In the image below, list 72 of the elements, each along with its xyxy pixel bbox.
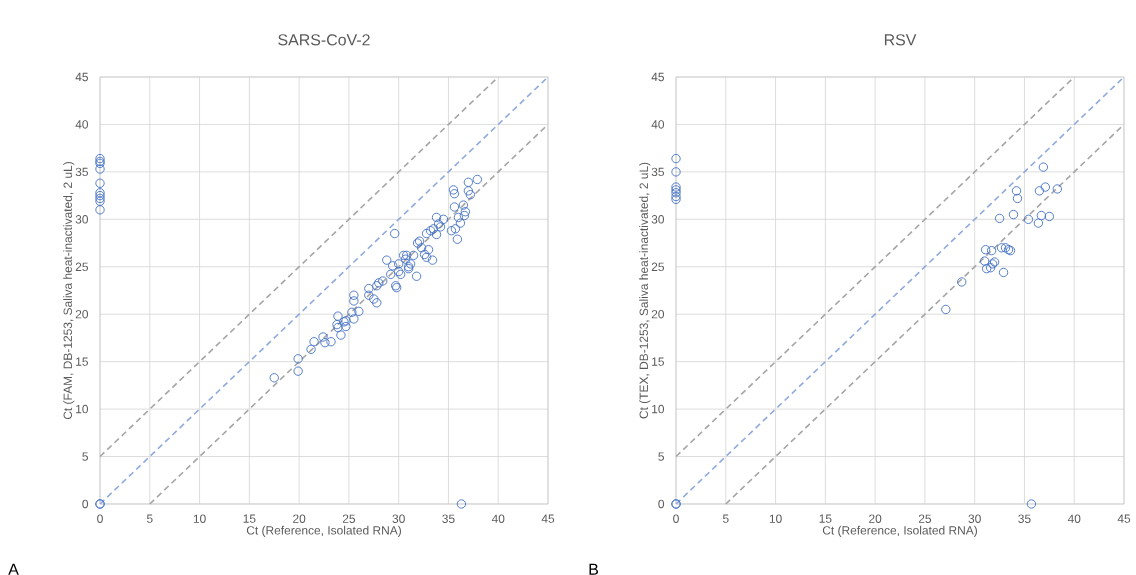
- y-tick-label: 10: [76, 404, 89, 414]
- point: [1023, 214, 1034, 224]
- y-tick-label: 35: [651, 167, 664, 177]
- x-axis-title: Ct (Reference, Isolated RNA): [822, 525, 977, 537]
- point: [996, 243, 1007, 253]
- point: [941, 304, 951, 315]
- y-tick-label: 20: [75, 309, 89, 319]
- y-tick-label: 40: [75, 120, 89, 129]
- x-tick-label: 5: [722, 514, 729, 523]
- point: [1038, 162, 1049, 172]
- y-tick-label: 45: [75, 72, 88, 82]
- x-tick-label: 30: [968, 514, 981, 523]
- y-tick-label: 30: [651, 215, 665, 224]
- point: [980, 245, 991, 255]
- point: [1040, 182, 1051, 192]
- point: [671, 153, 681, 164]
- point: [1034, 186, 1045, 196]
- x-tick-label: 5: [146, 514, 153, 523]
- point: [1026, 499, 1037, 509]
- x-tick-label: 0: [673, 514, 679, 523]
- chart-title: SARS-CoV-2: [278, 34, 370, 46]
- x-tick-label: 15: [243, 514, 256, 523]
- y-tick-label: 0: [82, 499, 89, 509]
- point: [979, 256, 990, 266]
- chart-title: RSV: [884, 34, 917, 46]
- x-tick-label: 25: [918, 514, 932, 523]
- point: [994, 213, 1005, 224]
- point: [1012, 193, 1023, 204]
- x-tick-label: 45: [541, 514, 555, 523]
- y-tick-label: 40: [651, 120, 665, 129]
- point: [1036, 210, 1047, 221]
- point: [1011, 186, 1022, 196]
- y-tick-label: 45: [651, 72, 664, 82]
- x-tick-label: 35: [442, 514, 455, 523]
- point: [1044, 211, 1054, 222]
- x-tick-label: 40: [1067, 514, 1081, 523]
- y-tick-label: 35: [75, 167, 88, 177]
- point: [986, 245, 997, 256]
- x-tick-label: 10: [193, 514, 206, 523]
- y-tick-label: 5: [82, 452, 88, 461]
- y-tick-label: 25: [75, 262, 88, 271]
- x-axis-title: Ct (Reference, Isolated RNA): [246, 525, 401, 537]
- x-tick-label: 45: [1117, 514, 1131, 523]
- y-tick-label: 25: [651, 262, 664, 271]
- point: [957, 277, 967, 287]
- x-tick-label: 20: [293, 514, 306, 523]
- y-tick-label: 15: [76, 357, 88, 366]
- point: [1008, 209, 1019, 220]
- x-tick-label: 30: [392, 514, 405, 523]
- point: [998, 267, 1009, 278]
- x-tick-label: 10: [769, 514, 782, 523]
- y-tick-label: 5: [658, 452, 664, 461]
- x-tick-label: 35: [1018, 514, 1031, 523]
- y-axis-title: Ct (FAM, DB-1253, Saliva heat-inactivated, 2 uL): [63, 162, 75, 420]
- x-tick-label: 40: [491, 514, 505, 523]
- point: [1052, 184, 1062, 194]
- text: A: [8, 563, 19, 575]
- x-tick-label: 0: [97, 514, 103, 523]
- text: B: [589, 563, 599, 575]
- y-tick-label: 30: [75, 215, 89, 224]
- y-tick-label: 15: [652, 357, 664, 366]
- x-tick-label: 25: [342, 514, 356, 523]
- y-tick-label: 10: [652, 404, 665, 414]
- point: [671, 167, 681, 177]
- point: [985, 263, 996, 273]
- point: [981, 264, 992, 274]
- y-tick-label: 0: [658, 499, 665, 509]
- y-axis-title: Ct (TEX, DB-1253, Saliva heat-inactivated, 2 uL): [639, 162, 651, 419]
- x-tick-label: 20: [869, 514, 882, 523]
- point: [1033, 218, 1044, 228]
- y-tick-label: 20: [651, 309, 665, 319]
- x-tick-label: 15: [819, 514, 832, 523]
